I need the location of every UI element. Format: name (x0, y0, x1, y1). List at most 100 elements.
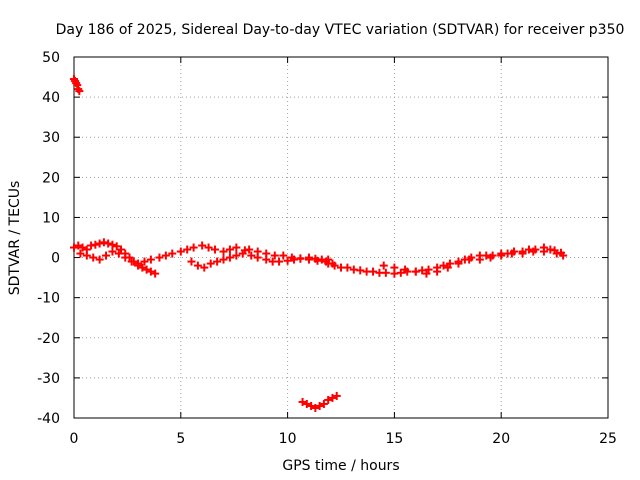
data-point (270, 251, 279, 260)
data-point (225, 253, 234, 262)
data-point (238, 249, 247, 258)
y-tick-labels: -40 -30 -20 -10 0 10 20 30 40 50 (37, 50, 60, 427)
data-point (287, 253, 296, 262)
data-point (557, 248, 566, 257)
data-point (443, 263, 452, 272)
data-point (193, 261, 202, 270)
data-point (78, 243, 87, 252)
data-point (89, 253, 98, 262)
data-point (73, 81, 82, 90)
data-point (356, 266, 365, 275)
data-point (262, 249, 271, 258)
y-tick-label: 30 (42, 130, 60, 146)
data-point (219, 255, 228, 264)
data-point (507, 249, 516, 258)
data-point (140, 257, 149, 266)
data-point (91, 240, 100, 249)
data-point (213, 257, 222, 266)
data-point (439, 261, 448, 270)
y-tick-label: -10 (37, 291, 60, 307)
data-point (396, 268, 405, 277)
data-point (138, 263, 147, 272)
data-point (298, 397, 307, 406)
y-tick-label: 50 (42, 50, 60, 66)
x-tick-label: 15 (385, 431, 403, 447)
data-point (422, 269, 431, 278)
data-points (70, 75, 568, 412)
data-point (168, 249, 177, 258)
data-point (253, 247, 262, 256)
data-point (330, 261, 339, 270)
chart-title: Day 186 of 2025, Sidereal Day-to-day VTE… (56, 22, 625, 38)
data-point (74, 241, 83, 250)
x-tick-label: 0 (70, 431, 79, 447)
data-point (232, 251, 241, 260)
x-tick-labels: 0 5 10 15 20 25 (70, 431, 617, 447)
data-point (232, 243, 241, 252)
grid-lines (74, 57, 608, 418)
data-point (121, 253, 130, 262)
data-point (189, 243, 198, 252)
x-tick-label: 25 (599, 431, 617, 447)
data-point (112, 242, 121, 251)
data-point (433, 267, 442, 276)
data-point (142, 265, 151, 274)
data-point (75, 87, 84, 96)
data-point (108, 247, 117, 256)
data-point (76, 249, 85, 258)
data-point (411, 267, 420, 276)
data-point (315, 401, 324, 410)
x-tick-label: 5 (176, 431, 185, 447)
data-point (550, 246, 559, 255)
data-point (198, 241, 207, 250)
data-point (343, 263, 352, 272)
data-point (204, 243, 213, 252)
data-point (381, 268, 390, 277)
y-axis-label: SDTVAR / TECUs (7, 181, 23, 296)
data-point (161, 251, 170, 260)
y-tick-label: 20 (42, 170, 60, 186)
data-point (146, 255, 155, 264)
data-point (475, 255, 484, 264)
data-point (304, 255, 313, 264)
data-point (206, 259, 215, 268)
data-point (324, 395, 333, 404)
data-point (245, 245, 254, 254)
data-point (102, 251, 111, 260)
data-point (529, 247, 538, 256)
data-point (424, 265, 433, 274)
data-point (155, 253, 164, 262)
data-point (176, 247, 185, 256)
x-tick-label: 10 (279, 431, 297, 447)
y-tick-label: -20 (37, 331, 60, 347)
data-point (313, 256, 322, 265)
plot-frame (73, 56, 609, 419)
data-point (369, 267, 378, 276)
data-point (116, 245, 125, 254)
data-point (445, 259, 454, 268)
data-point (247, 251, 256, 260)
x-axis-label: GPS time / hours (282, 458, 399, 474)
data-point (324, 259, 333, 268)
data-point (99, 238, 108, 247)
data-point (465, 255, 474, 264)
axis-ticks (73, 56, 609, 419)
data-point (134, 259, 143, 268)
data-point (275, 257, 284, 266)
data-point (104, 239, 113, 248)
data-point (311, 403, 320, 412)
data-point (328, 393, 337, 402)
data-point (539, 247, 548, 256)
data-point (454, 259, 463, 268)
y-tick-label: 40 (42, 90, 60, 106)
data-point (146, 267, 155, 276)
y-tick-label: -40 (37, 411, 60, 427)
y-tick-label: -30 (37, 371, 60, 387)
data-point (108, 240, 117, 249)
data-point (497, 251, 506, 260)
data-point (183, 245, 192, 254)
x-tick-label: 20 (492, 431, 510, 447)
data-point (296, 254, 305, 263)
data-point (70, 243, 78, 252)
